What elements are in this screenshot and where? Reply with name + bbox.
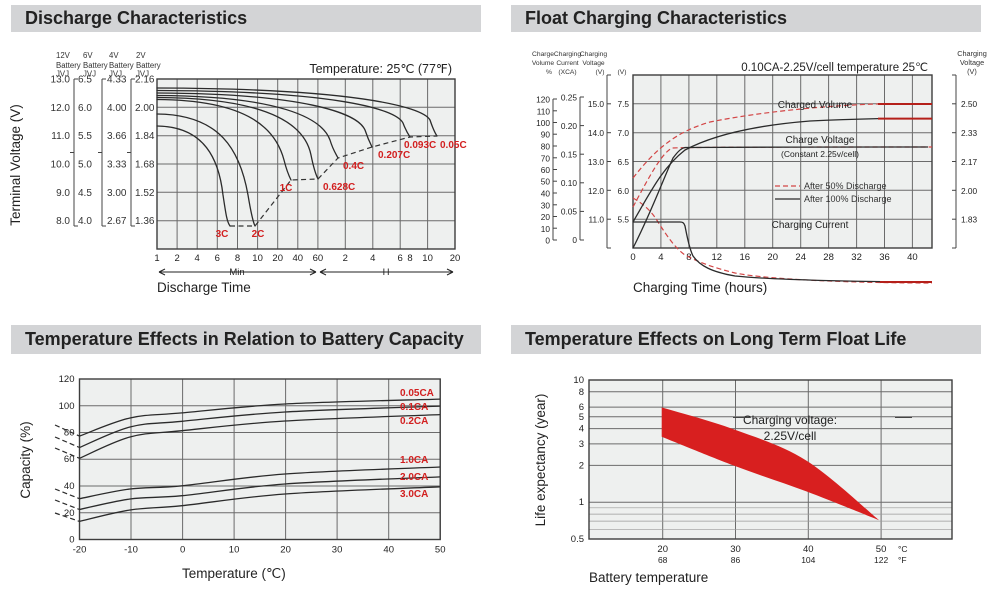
svg-text:5: 5: [579, 412, 584, 423]
svg-text:86: 86: [731, 555, 741, 565]
svg-text:104: 104: [801, 555, 815, 565]
svg-text:50: 50: [876, 544, 887, 555]
svg-text:8: 8: [579, 387, 584, 398]
svg-text:30: 30: [730, 544, 741, 555]
svg-text:2.25V/cell: 2.25V/cell: [764, 429, 817, 443]
svg-text:°F: °F: [898, 555, 907, 565]
svg-text:Battery temperature: Battery temperature: [589, 570, 708, 585]
svg-text:2: 2: [579, 460, 584, 471]
svg-text:0.5: 0.5: [571, 534, 584, 545]
svg-text:Life expectancy (year): Life expectancy (year): [533, 394, 548, 527]
svg-text:3: 3: [579, 439, 584, 450]
svg-text:40: 40: [803, 544, 814, 555]
svg-text:10: 10: [573, 375, 584, 386]
svg-text:20: 20: [657, 544, 668, 555]
svg-text:Charging voltage:: Charging voltage:: [743, 413, 837, 427]
svg-text:122: 122: [874, 555, 888, 565]
svg-text:°C: °C: [898, 544, 908, 554]
svg-text:68: 68: [658, 555, 668, 565]
svg-text:1: 1: [579, 497, 584, 508]
svg-text:4: 4: [579, 424, 584, 435]
